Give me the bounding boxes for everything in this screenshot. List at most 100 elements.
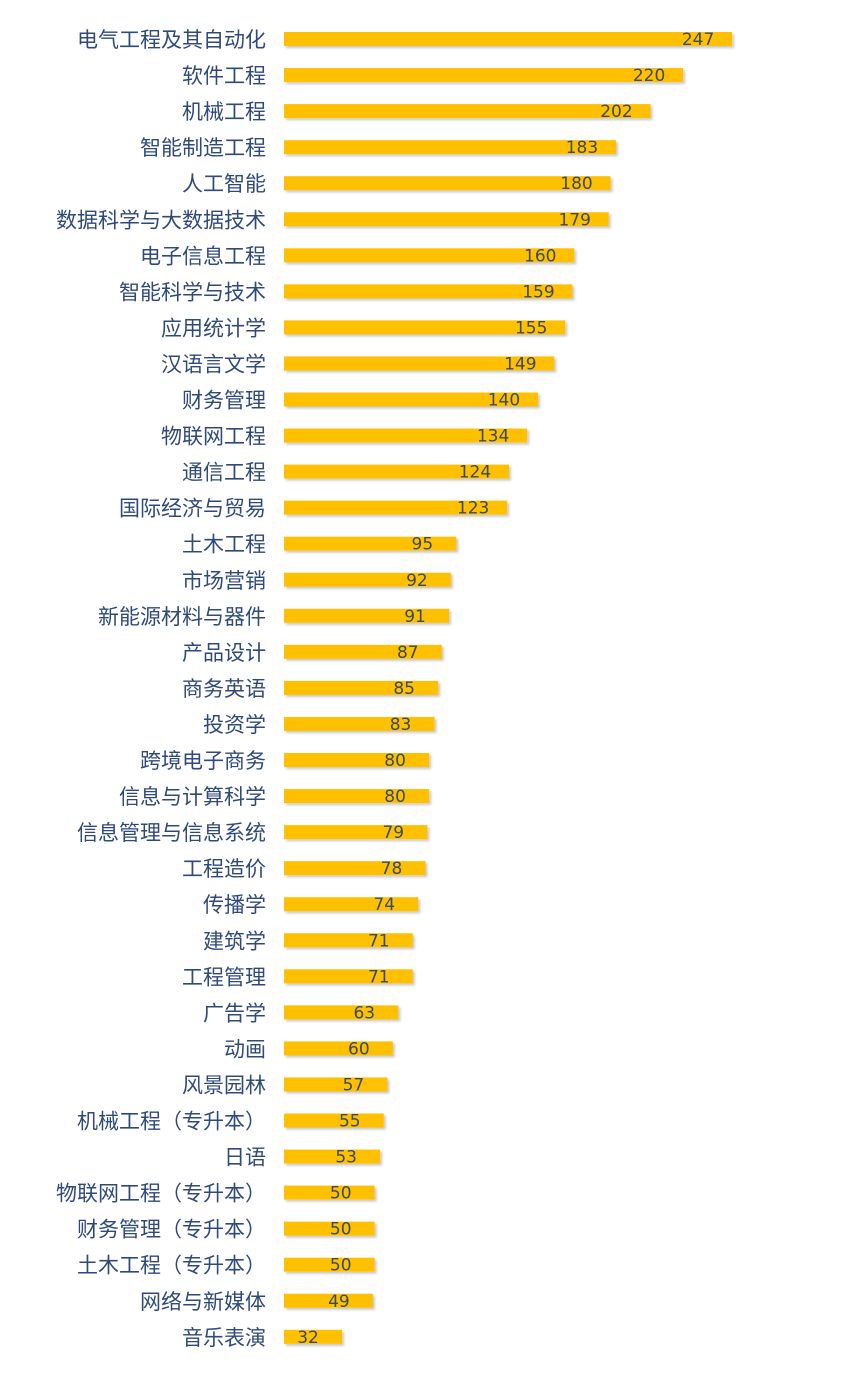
category-label: 网络与新媒体: [140, 1290, 266, 1314]
category-label: 信息管理与信息系统: [77, 821, 266, 845]
category-label: 物联网工程: [161, 425, 266, 449]
category-label: 财务管理（专升本）: [77, 1218, 266, 1242]
category-label: 工程管理: [182, 965, 266, 989]
bar: [284, 644, 442, 659]
data-label: 92: [406, 571, 428, 591]
category-label: 投资学: [203, 713, 266, 737]
category-label: 智能科学与技术: [119, 280, 266, 304]
category-label: 建筑学: [203, 929, 266, 953]
category-label: 土木工程: [182, 533, 266, 557]
category-label: 动画: [224, 1037, 266, 1061]
bar: [284, 572, 451, 587]
category-label: 产品设计: [182, 641, 266, 665]
category-label: 广告学: [203, 1001, 266, 1025]
bar: [284, 320, 566, 335]
bar: [284, 356, 555, 371]
bar: [284, 1221, 375, 1236]
data-label: 155: [515, 318, 547, 338]
category-label: 传播学: [203, 893, 266, 917]
bar: [284, 176, 611, 191]
data-label: 87: [397, 643, 419, 663]
data-label: 179: [558, 210, 590, 230]
data-label: 74: [373, 895, 395, 915]
category-label: 机械工程: [182, 100, 266, 124]
bar: [284, 753, 430, 767]
bar: [284, 1185, 375, 1200]
data-label: 95: [412, 535, 434, 555]
category-label: 市场营销: [182, 569, 266, 593]
data-label: 91: [404, 607, 426, 627]
category-label: 风景园林: [182, 1073, 266, 1097]
data-label: 63: [353, 1003, 375, 1023]
bar: [284, 969, 413, 984]
category-label: 应用统计学: [161, 316, 266, 340]
bar: [284, 140, 616, 155]
bar: [284, 1257, 375, 1272]
data-label: 71: [368, 931, 390, 951]
category-label: 信息与计算科学: [119, 785, 266, 809]
data-label: 180: [560, 174, 592, 194]
data-label: 140: [488, 391, 520, 411]
bar: [284, 248, 575, 263]
bars-group: [284, 32, 733, 1344]
bar: [284, 1005, 399, 1020]
bar: [284, 284, 573, 299]
data-label: 50: [330, 1220, 352, 1240]
category-label: 日语: [224, 1146, 266, 1170]
data-label: 55: [339, 1112, 361, 1132]
bar: [284, 1041, 393, 1056]
category-label: 物联网工程（专升本）: [56, 1182, 266, 1206]
category-label: 跨境电子商务: [140, 749, 266, 773]
bar: [284, 536, 457, 551]
data-label: 220: [633, 66, 665, 86]
bar: [284, 392, 538, 407]
bar: [284, 212, 609, 227]
bar: [284, 680, 439, 695]
bar: [284, 825, 428, 840]
data-label: 57: [343, 1075, 365, 1095]
category-label: 电气工程及其自动化: [77, 28, 266, 52]
category-label: 新能源材料与器件: [98, 605, 266, 629]
data-label: 159: [522, 282, 554, 302]
bar: [284, 716, 435, 731]
data-label: 79: [382, 823, 404, 843]
data-label: 71: [368, 967, 390, 987]
data-label: 50: [330, 1184, 352, 1204]
data-label: 78: [381, 859, 403, 879]
bar: [284, 789, 430, 804]
data-label: 202: [600, 102, 632, 122]
data-label: 85: [393, 679, 415, 699]
category-label: 数据科学与大数据技术: [56, 208, 266, 232]
data-label: 160: [524, 246, 556, 266]
category-label: 工程造价: [182, 857, 266, 881]
bar: [284, 608, 450, 623]
data-label: 124: [459, 463, 491, 483]
category-label: 国际经济与贸易: [119, 497, 266, 521]
category-label: 土木工程（专升本）: [77, 1254, 266, 1278]
bar: [284, 464, 509, 479]
category-label: 机械工程（专升本）: [77, 1110, 266, 1134]
data-label: 149: [504, 354, 536, 374]
data-label: 60: [348, 1039, 370, 1059]
bar: [284, 1329, 343, 1344]
bar: [284, 1113, 384, 1128]
data-label: 183: [566, 138, 598, 158]
bar: [284, 428, 528, 443]
bar: [284, 1149, 381, 1164]
bar: [284, 1077, 388, 1092]
bar: [284, 897, 419, 912]
category-label: 财务管理: [182, 389, 266, 413]
category-label: 汉语言文学: [161, 352, 266, 376]
data-label: 123: [457, 499, 489, 519]
bar: [284, 104, 651, 119]
data-label: 53: [335, 1148, 357, 1168]
data-label: 247: [682, 30, 714, 50]
category-label: 音乐表演: [182, 1326, 266, 1350]
bar: [284, 861, 426, 876]
category-labels-group: 电气工程及其自动化软件工程机械工程智能制造工程人工智能数据科学与大数据技术电子信…: [56, 28, 266, 1350]
category-label: 软件工程: [182, 64, 266, 88]
category-label: 智能制造工程: [140, 136, 266, 160]
data-label: 80: [384, 787, 406, 807]
